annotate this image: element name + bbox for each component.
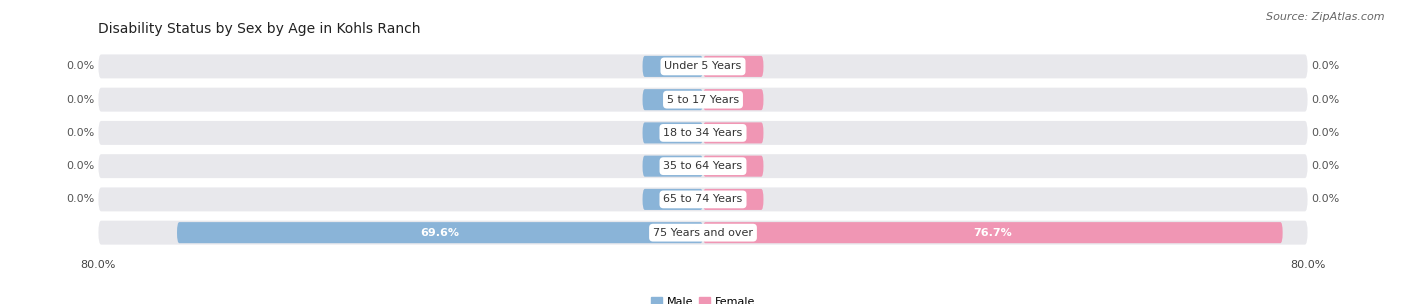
- FancyBboxPatch shape: [98, 54, 1308, 78]
- FancyBboxPatch shape: [643, 123, 703, 143]
- Text: 5 to 17 Years: 5 to 17 Years: [666, 95, 740, 105]
- Text: 0.0%: 0.0%: [1312, 95, 1340, 105]
- Text: 76.7%: 76.7%: [973, 228, 1012, 238]
- Text: 0.0%: 0.0%: [66, 161, 94, 171]
- FancyBboxPatch shape: [703, 156, 763, 177]
- FancyBboxPatch shape: [643, 56, 703, 77]
- Text: Disability Status by Sex by Age in Kohls Ranch: Disability Status by Sex by Age in Kohls…: [98, 22, 420, 36]
- FancyBboxPatch shape: [703, 56, 763, 77]
- FancyBboxPatch shape: [98, 188, 1308, 211]
- Text: 0.0%: 0.0%: [1312, 194, 1340, 204]
- FancyBboxPatch shape: [98, 121, 1308, 145]
- Legend: Male, Female: Male, Female: [647, 292, 759, 304]
- FancyBboxPatch shape: [703, 123, 763, 143]
- FancyBboxPatch shape: [98, 88, 1308, 112]
- FancyBboxPatch shape: [643, 89, 703, 110]
- Text: 0.0%: 0.0%: [66, 194, 94, 204]
- Text: 65 to 74 Years: 65 to 74 Years: [664, 194, 742, 204]
- FancyBboxPatch shape: [98, 221, 1308, 245]
- FancyBboxPatch shape: [703, 222, 1282, 243]
- Text: 0.0%: 0.0%: [1312, 128, 1340, 138]
- Text: 18 to 34 Years: 18 to 34 Years: [664, 128, 742, 138]
- Text: Under 5 Years: Under 5 Years: [665, 61, 741, 71]
- Text: 35 to 64 Years: 35 to 64 Years: [664, 161, 742, 171]
- Text: Source: ZipAtlas.com: Source: ZipAtlas.com: [1267, 12, 1385, 22]
- Text: 69.6%: 69.6%: [420, 228, 460, 238]
- Text: 0.0%: 0.0%: [66, 128, 94, 138]
- FancyBboxPatch shape: [703, 89, 763, 110]
- Text: 0.0%: 0.0%: [1312, 161, 1340, 171]
- FancyBboxPatch shape: [177, 222, 703, 243]
- FancyBboxPatch shape: [703, 189, 763, 210]
- FancyBboxPatch shape: [643, 156, 703, 177]
- Text: 0.0%: 0.0%: [66, 61, 94, 71]
- FancyBboxPatch shape: [643, 189, 703, 210]
- Text: 0.0%: 0.0%: [1312, 61, 1340, 71]
- FancyBboxPatch shape: [98, 154, 1308, 178]
- Text: 0.0%: 0.0%: [66, 95, 94, 105]
- Text: 75 Years and over: 75 Years and over: [652, 228, 754, 238]
